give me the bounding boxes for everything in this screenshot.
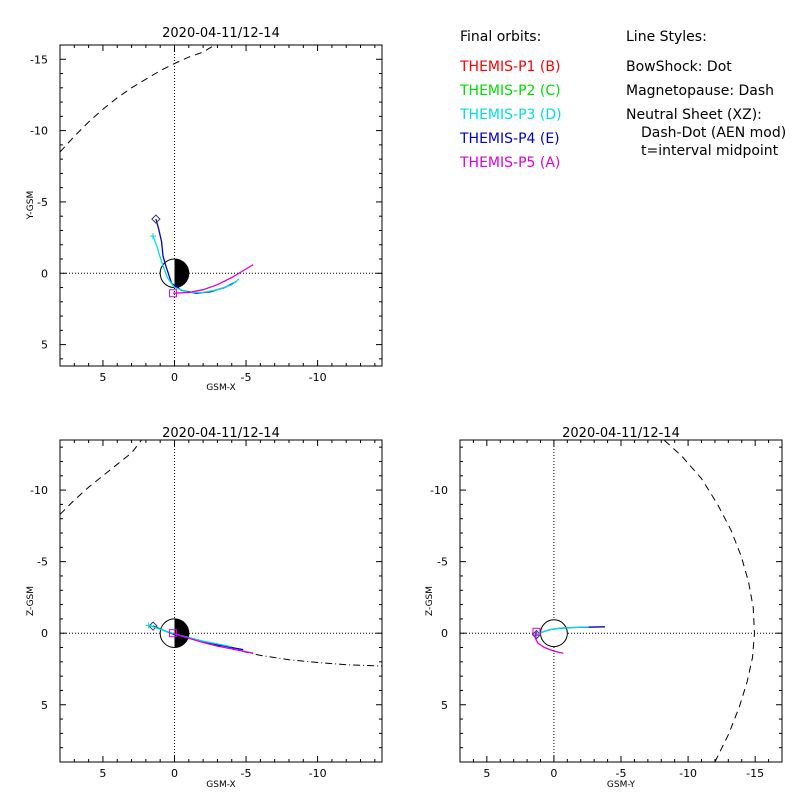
magnetopause-line	[60, 45, 215, 153]
style-line-neutral-sheet: Neutral Sheet (XZ):	[626, 107, 762, 123]
x-tick-label: -5	[241, 767, 252, 780]
legend: Final orbits: THEMIS-P1 (B) THEMIS-P2 (C)…	[459, 29, 562, 171]
orbit-line	[173, 264, 254, 294]
y-tick-label: 0	[441, 627, 448, 640]
y-tick-label: -10	[30, 125, 48, 138]
style-line-midpoint: t=interval midpoint	[641, 143, 779, 159]
line-styles: Line Styles: BowShock: Dot Magnetopause:…	[626, 29, 786, 159]
legend-item: THEMIS-P4 (E)	[459, 131, 560, 147]
boundary-lines	[60, 45, 215, 153]
panel-title: 2020-04-11/12-14	[562, 426, 680, 441]
style-line-dashdot: Dash-Dot (AEN mod)	[641, 125, 786, 141]
boundary-lines	[60, 440, 382, 667]
x-tick-labels: 5 0 -5 -10	[99, 371, 326, 384]
orbit-line	[152, 235, 240, 294]
plus-marker	[145, 622, 152, 629]
tick-marks	[59, 440, 382, 763]
x-tick-label: -10	[309, 371, 327, 384]
tick-marks	[459, 440, 783, 763]
zero-axes	[460, 440, 782, 762]
legend-title: Final orbits:	[460, 29, 541, 45]
legend-item: THEMIS-P3 (D)	[459, 107, 562, 123]
plot-frame	[459, 439, 783, 763]
tick-marks	[59, 44, 382, 366]
y-tick-label: -15	[30, 53, 48, 66]
y-tick-label: -5	[437, 556, 448, 569]
panel-xz: 2020-04-11/12-14 5 0 -5 -10 5 0 -5 -10 GSM-X Z…	[26, 426, 383, 790]
y-tick-labels: 5 0 -5 -10	[30, 484, 48, 712]
square-marker	[532, 627, 541, 636]
earth-night-side	[174, 258, 189, 288]
line-styles-title: Line Styles:	[626, 29, 707, 45]
y-tick-label: -10	[30, 484, 48, 497]
earth-circle	[540, 619, 568, 648]
legend-item: THEMIS-P2 (C)	[459, 83, 561, 99]
panel-yz: 2020-04-11/12-14 5 0 -5 -10 -15 5 0 -5 -10 GSM-…	[425, 426, 783, 790]
zero-axes	[60, 440, 382, 762]
panel-title: 2020-04-11/12-14	[162, 26, 280, 41]
style-line-magnetopause: Magnetopause: Dash	[626, 83, 774, 99]
y-tick-label: -5	[37, 196, 48, 209]
x-tick-label: 0	[550, 767, 557, 780]
y-tick-label: 0	[41, 627, 48, 640]
diamond-marker	[151, 214, 161, 224]
orbit-line	[534, 631, 564, 654]
x-tick-label: -5	[241, 371, 252, 384]
x-tick-label: 5	[99, 767, 106, 780]
plot-frame	[59, 44, 383, 367]
orbit-line	[536, 626, 589, 636]
x-tick-label: 0	[171, 767, 178, 780]
y-axis-label: Y-GSM	[26, 191, 36, 220]
x-tick-label: -15	[746, 767, 764, 780]
neutral-sheet-line	[174, 632, 382, 667]
x-axis-label: GSM-Y	[607, 780, 636, 790]
boundary-lines	[663, 440, 756, 762]
panel-title: 2020-04-11/12-14	[162, 426, 280, 441]
panel-xy: 2020-04-11/12-14 5 0 -5 -10 -15 -10 -5 0 5 GSM-…	[26, 26, 383, 393]
y-tick-labels: -15 -10 -5 0 5	[30, 53, 48, 351]
y-tick-label: 0	[41, 267, 48, 280]
x-axis-label: GSM-X	[206, 383, 235, 393]
x-tick-label: -10	[679, 767, 697, 780]
legend-item: THEMIS-P1 (B)	[459, 59, 560, 75]
orbit-lines	[531, 626, 605, 654]
orbit-line	[172, 632, 254, 654]
zero-axes	[60, 45, 382, 366]
x-axis-label: GSM-X	[206, 780, 235, 790]
y-tick-label: -10	[430, 484, 448, 497]
x-tick-labels: 5 0 -5 -10 -15	[483, 767, 764, 780]
y-tick-label: -5	[37, 556, 48, 569]
legend-item: THEMIS-P5 (A)	[459, 155, 560, 171]
square-marker	[169, 629, 178, 638]
magnetopause-line	[663, 440, 756, 762]
x-tick-label: 5	[483, 767, 490, 780]
magnetopause-line	[60, 440, 142, 515]
diamond-marker	[148, 621, 158, 631]
earth-symbol	[540, 619, 568, 648]
orbit-lines	[150, 214, 254, 298]
square-marker	[169, 289, 178, 298]
x-tick-label: 0	[171, 371, 178, 384]
plus-marker	[150, 233, 157, 240]
earth-night-side	[174, 618, 189, 648]
y-tick-label: 5	[41, 699, 48, 712]
earth-symbol	[159, 258, 190, 289]
x-tick-labels: 5 0 -5 -10	[99, 767, 326, 780]
style-line-bowshock: BowShock: Dot	[626, 59, 732, 75]
y-tick-label: 5	[41, 339, 48, 352]
y-axis-label: Z-GSM	[425, 586, 435, 616]
x-tick-label: -5	[616, 767, 627, 780]
y-axis-label: Z-GSM	[26, 586, 36, 616]
y-tick-labels: 5 0 -5 -10	[430, 484, 448, 712]
orbit-lines	[145, 621, 254, 654]
y-tick-label: 5	[441, 699, 448, 712]
plot-frame	[59, 439, 383, 763]
x-tick-label: 5	[99, 371, 106, 384]
x-tick-label: -10	[309, 767, 327, 780]
